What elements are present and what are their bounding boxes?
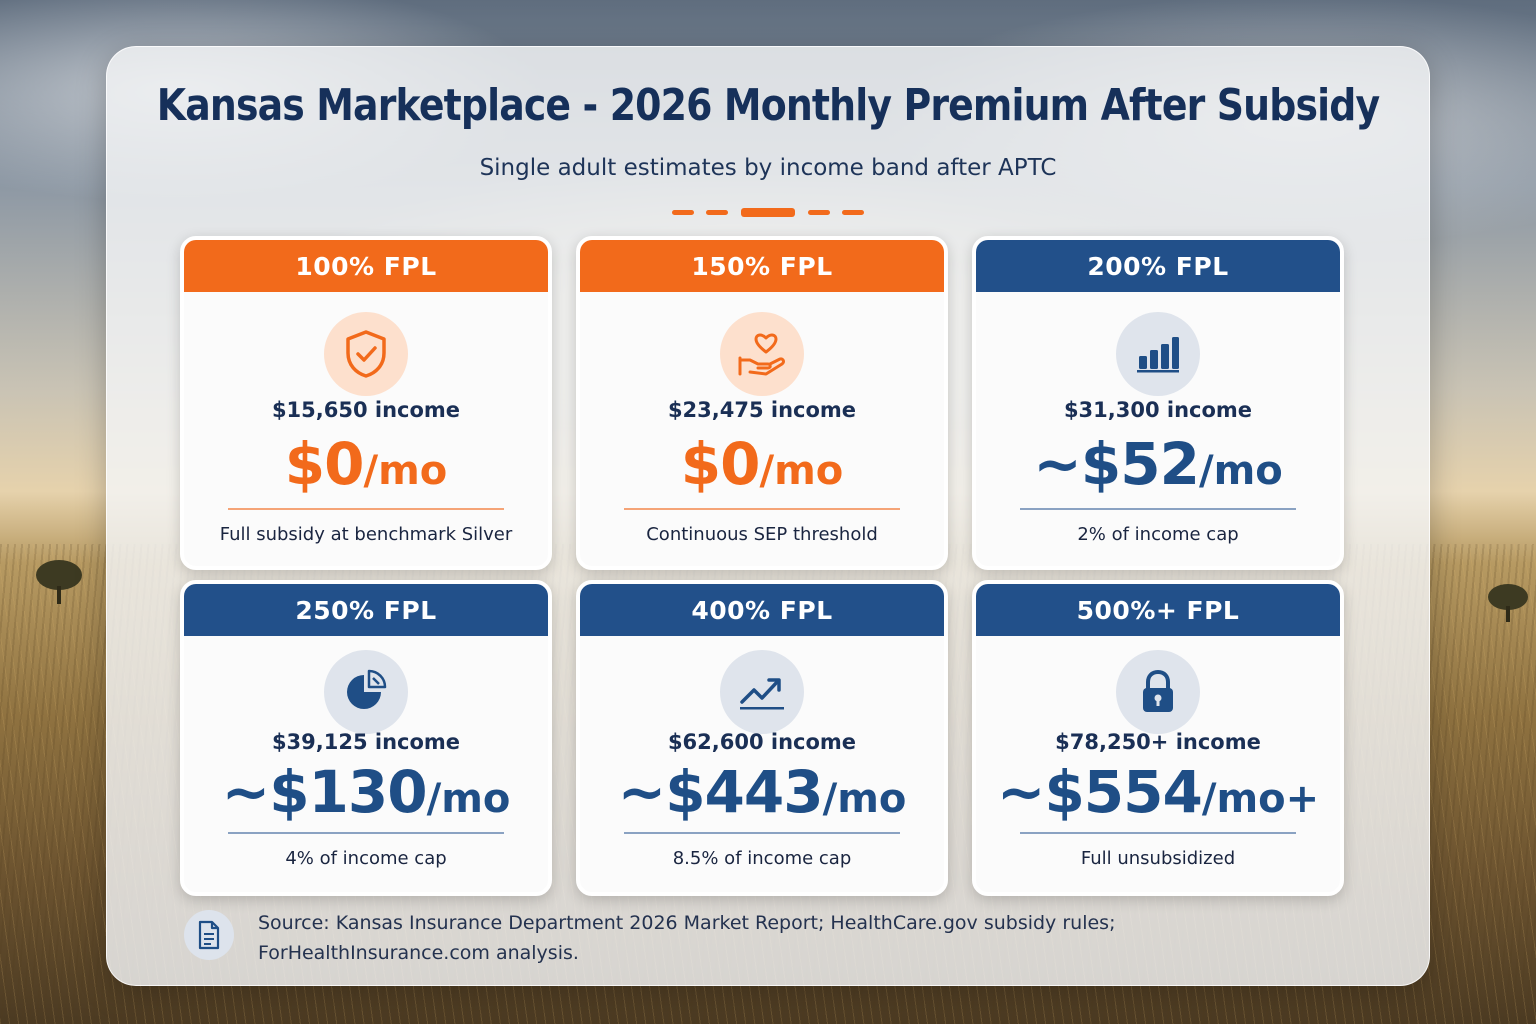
premium-amount: $0 <box>680 430 761 498</box>
card-note: Full subsidy at benchmark Silver <box>219 524 513 545</box>
premium-amount: $443 <box>665 758 823 826</box>
tree-right <box>1488 584 1528 610</box>
income-value: $78,250+ income <box>1055 730 1261 754</box>
card-rule <box>1020 832 1296 834</box>
premium-unit: /mo <box>363 448 448 494</box>
monthly-premium: ~$554/mo+ <box>976 758 1340 826</box>
income-value: $62,600 income <box>667 730 857 754</box>
premium-amount: $554 <box>1044 758 1202 826</box>
card-band-label: 250% FPL <box>184 584 548 636</box>
bar-chart-icon <box>1116 312 1200 396</box>
card-note: 4% of income cap <box>285 848 447 869</box>
fpl-card-400: 400% FPL $62,600 income ~$443/mo 8.5% of… <box>576 580 948 896</box>
source-note: Source: Kansas Insurance Department 2026… <box>258 908 1158 968</box>
fpl-card-200: 200% FPL $31,300 income ~$52/mo 2% of in… <box>972 236 1344 570</box>
card-note: Continuous SEP threshold <box>646 524 878 545</box>
page-title: Kansas Marketplace - 2026 Monthly Premiu… <box>156 80 1380 131</box>
card-rule <box>624 832 900 834</box>
premium-prefix: ~ <box>1033 430 1082 498</box>
premium-unit: /mo <box>759 448 844 494</box>
divider-dash <box>808 210 830 215</box>
card-rule <box>228 508 504 510</box>
income-value: $39,125 income <box>271 730 461 754</box>
premium-unit: /mo+ <box>1201 776 1320 822</box>
income-value: $31,300 income <box>1063 398 1253 422</box>
premium-prefix: ~ <box>221 758 271 826</box>
premium-unit: /mo <box>426 776 511 822</box>
premium-amount: $130 <box>269 758 427 826</box>
heart-hand-icon <box>720 312 804 396</box>
divider-dash <box>842 210 864 215</box>
document-icon <box>184 910 234 960</box>
card-band-label: 150% FPL <box>580 240 944 292</box>
monthly-premium: ~$130/mo <box>184 758 548 826</box>
divider-dash <box>706 210 728 215</box>
card-rule <box>1020 508 1296 510</box>
card-note: 2% of income cap <box>1077 524 1239 545</box>
divider-dash <box>672 210 694 215</box>
card-band-label: 400% FPL <box>580 584 944 636</box>
monthly-premium: ~$443/mo <box>580 758 944 826</box>
card-band-label: 200% FPL <box>976 240 1340 292</box>
source-line-2: ForHealthInsurance.com analysis. <box>258 942 579 964</box>
page-subtitle: Single adult estimates by income band af… <box>479 155 1057 181</box>
monthly-premium: $0/mo <box>580 430 944 498</box>
tree-left-trunk <box>57 586 61 604</box>
card-rule <box>624 508 900 510</box>
premium-unit: /mo <box>1198 448 1283 494</box>
trend-up-icon <box>720 650 804 734</box>
fpl-card-150: 150% FPL $23,475 income $0/mo Continuous… <box>576 236 948 570</box>
lock-icon <box>1116 650 1200 734</box>
premium-prefix: ~ <box>996 758 1046 826</box>
income-value: $23,475 income <box>667 398 857 422</box>
shield-check-icon <box>324 312 408 396</box>
source-line-1: Source: Kansas Insurance Department 2026… <box>258 912 1116 934</box>
premium-unit: /mo <box>822 776 907 822</box>
fpl-card-100: 100% FPL $15,650 income $0/mo Full subsi… <box>180 236 552 570</box>
card-band-label: 100% FPL <box>184 240 548 292</box>
premium-prefix: ~ <box>617 758 667 826</box>
divider-center <box>741 208 795 217</box>
tree-left <box>36 560 82 590</box>
fpl-card-500-plus: 500%+ FPL $78,250+ income ~$554/mo+ Full… <box>972 580 1344 896</box>
card-note: Full unsubsidized <box>1080 848 1236 869</box>
card-note: 8.5% of income cap <box>672 848 852 869</box>
premium-amount: $0 <box>284 430 365 498</box>
tree-right-trunk <box>1506 606 1510 622</box>
card-band-label: 500%+ FPL <box>976 584 1340 636</box>
income-value: $15,650 income <box>271 398 461 422</box>
premium-amount: $52 <box>1080 430 1200 498</box>
fpl-card-250: 250% FPL $39,125 income ~$130/mo 4% of i… <box>180 580 552 896</box>
monthly-premium: $0/mo <box>184 430 548 498</box>
card-rule <box>228 832 504 834</box>
monthly-premium: ~$52/mo <box>976 430 1340 498</box>
pie-chart-icon <box>324 650 408 734</box>
